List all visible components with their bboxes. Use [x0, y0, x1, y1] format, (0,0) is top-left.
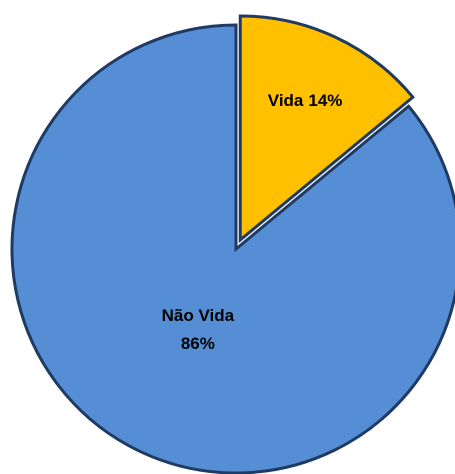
value-label: 14% — [308, 92, 342, 111]
category-label: Não Vida — [162, 307, 235, 326]
value-label: 86% — [181, 335, 215, 354]
category-label: Vida — [268, 92, 304, 111]
pie-slice — [238, 14, 415, 244]
data-label: Vida 14% — [268, 92, 343, 111]
data-label: Não Vida 86% — [162, 307, 235, 354]
pie-slice — [10, 23, 455, 474]
